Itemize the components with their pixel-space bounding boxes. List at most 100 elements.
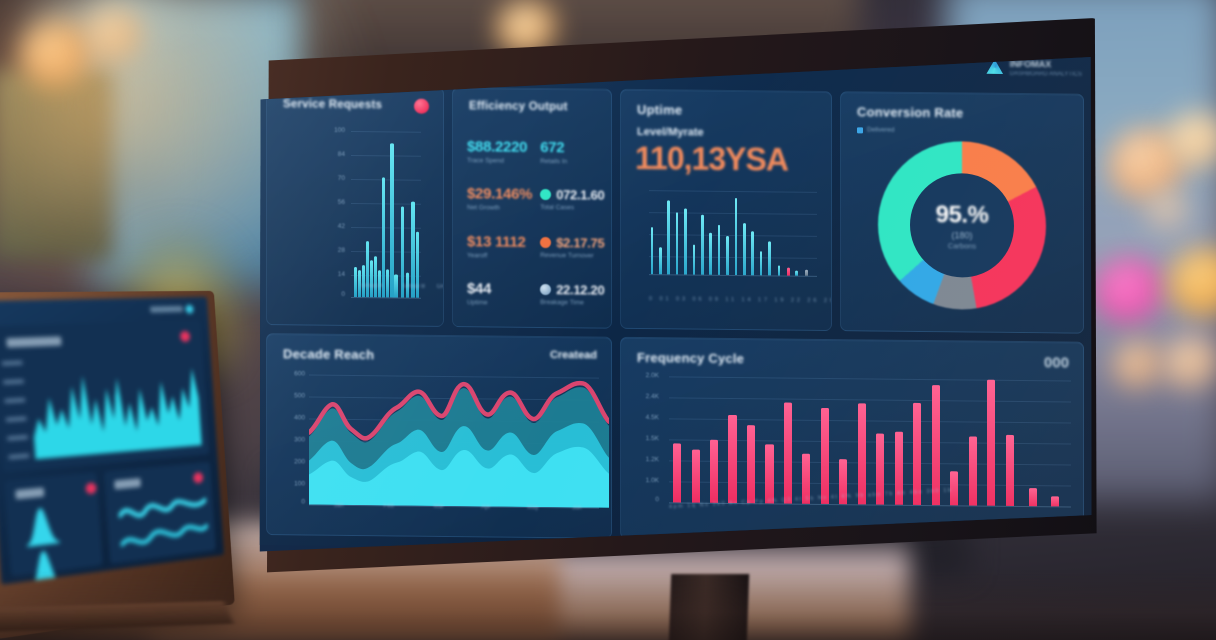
bar[interactable]: [390, 143, 394, 298]
card-badge[interactable]: 000: [1043, 354, 1069, 372]
card-service-requests[interactable]: Service Requests 100 84 70 56 42 28 14: [266, 85, 444, 327]
legend-swatch-icon: [857, 126, 863, 133]
bar[interactable]: [728, 414, 737, 504]
bar[interactable]: [743, 223, 746, 276]
bar-highlight[interactable]: [805, 269, 809, 276]
bar[interactable]: [361, 265, 365, 298]
y-tick-label: 1.5K: [645, 435, 659, 443]
donut-legend: Delivered: [857, 126, 894, 134]
corner-logo-subtitle: DASHBOARD ANALYTICS: [1009, 70, 1082, 78]
kpi-value: 672: [540, 138, 565, 156]
y-tick-label: 4.5K: [645, 414, 659, 422]
kpi-item[interactable]: $44 Uptime: [467, 271, 532, 317]
x-tick-label: Jun: [572, 505, 582, 512]
kpi-item[interactable]: $13 1112 Yearoff: [467, 223, 532, 269]
bar[interactable]: [777, 265, 781, 276]
bar[interactable]: [783, 402, 792, 504]
status-dot-icon: [540, 236, 552, 248]
bar[interactable]: [968, 436, 977, 506]
kpi-label: Revenue Turnover: [540, 251, 594, 260]
y-tick-label: 0: [341, 290, 345, 298]
x-tick-label: Group C: [436, 283, 444, 291]
bar[interactable]: [673, 443, 682, 503]
bar[interactable]: [701, 214, 704, 275]
y-tick-label: 0: [655, 496, 659, 504]
bar[interactable]: [1005, 435, 1014, 506]
kpi-item[interactable]: $2.17.75 Revenue Turnover: [540, 224, 604, 270]
bar[interactable]: [931, 385, 940, 506]
bar[interactable]: [726, 236, 729, 275]
y-tick-label: 0: [301, 498, 305, 506]
card-frequency-cycle[interactable]: Frequency Cycle 000 2.0K 2.4K 4.5K 1.5K …: [620, 336, 1084, 544]
card-title: Decade Reach: [283, 346, 375, 363]
bokeh-light: [1112, 340, 1164, 390]
kpi-value: 22.12.20: [556, 282, 605, 298]
bar[interactable]: [751, 231, 754, 276]
donut-center-value: 95.%: [935, 200, 989, 229]
kpi-label: Breakage Time: [540, 299, 584, 307]
bar[interactable]: [710, 439, 719, 503]
laptop: [0, 290, 236, 640]
x-tick-label: Group A: [360, 283, 383, 290]
x-tick-label: Mar: [433, 503, 444, 510]
card-conversion-rate[interactable]: Conversion Rate Delivered 95.% (180): [840, 91, 1084, 334]
card-title: Service Requests: [283, 98, 383, 112]
bar[interactable]: [1028, 488, 1037, 507]
bar[interactable]: [370, 260, 374, 298]
bar[interactable]: [717, 224, 721, 275]
card-decade-reach[interactable]: Decade Reach Createad 600 500 400 300 20…: [266, 333, 612, 539]
card-efficiency-output[interactable]: Efficiency Output $88.2220 Trace Spend: [452, 87, 612, 329]
bar[interactable]: [734, 197, 738, 276]
bar[interactable]: [857, 403, 866, 505]
bar[interactable]: [768, 241, 771, 276]
donut-chart[interactable]: 95.% (180) Carbons: [878, 140, 1046, 311]
bar[interactable]: [820, 408, 829, 505]
bokeh-light: [20, 22, 92, 88]
bar[interactable]: [691, 449, 700, 503]
kpi-label: Yearoff: [467, 251, 488, 260]
kpi-item[interactable]: 672 Retails In: [540, 129, 604, 175]
donut-center-sub2: Carbons: [947, 240, 977, 251]
bar[interactable]: [667, 200, 670, 275]
bar[interactable]: [692, 244, 696, 275]
card-title: Conversion Rate: [857, 104, 964, 121]
kpi-item[interactable]: 22.12.20 Breakage Time: [540, 271, 604, 317]
bar[interactable]: [659, 247, 662, 275]
x-tick-label: May: [527, 504, 539, 511]
decade-reach-plot: 600 500 400 300 200 100 0: [294, 370, 609, 512]
area-series[interactable]: [309, 375, 609, 508]
bar[interactable]: [709, 232, 712, 275]
bar[interactable]: [759, 251, 763, 276]
bokeh-light: [84, 8, 142, 62]
bar[interactable]: [795, 270, 798, 276]
card-badge[interactable]: Createad: [549, 349, 597, 362]
bar[interactable]: [374, 255, 378, 298]
x-tick-labels: 0 01 03 06 09 11 14 17 19 22 26 29 31 34…: [649, 296, 832, 305]
bar[interactable]: [765, 444, 774, 504]
kpi-item[interactable]: 072.1.60 Total Cases: [540, 176, 604, 222]
kpi-label: Total Cases: [540, 204, 575, 212]
card-title: Frequency Cycle: [637, 350, 745, 367]
y-tick-label: 100: [294, 480, 305, 488]
alert-dot-icon[interactable]: [414, 98, 429, 114]
kpi-item[interactable]: $88.2220 Trace Spend: [467, 128, 532, 174]
bar[interactable]: [382, 177, 386, 298]
laptop-screen: [0, 296, 225, 585]
kpi-label: Trace Spend: [467, 156, 504, 165]
uptime-sub-label: Level/Myrate: [637, 126, 704, 139]
card-uptime[interactable]: Uptime Level/Myrate 110,13YSA: [620, 88, 832, 332]
bar[interactable]: [746, 425, 756, 504]
y-tick-label: 28: [337, 246, 345, 254]
service-requests-plot: 100 84 70 56 42 28 14 0: [311, 127, 444, 299]
status-dot-icon: [540, 189, 552, 201]
kpi-item[interactable]: $29.146% Net Growth: [467, 176, 532, 222]
bar-highlight[interactable]: [786, 268, 791, 276]
x-tick-label: Apr: [481, 504, 491, 511]
kpi-value: 072.1.60: [556, 187, 605, 203]
bar[interactable]: [650, 227, 654, 275]
bar[interactable]: [675, 212, 679, 275]
card-title: Uptime: [637, 102, 683, 118]
bokeh-light: [1146, 190, 1190, 232]
bar[interactable]: [1050, 496, 1059, 507]
bar[interactable]: [684, 208, 687, 275]
